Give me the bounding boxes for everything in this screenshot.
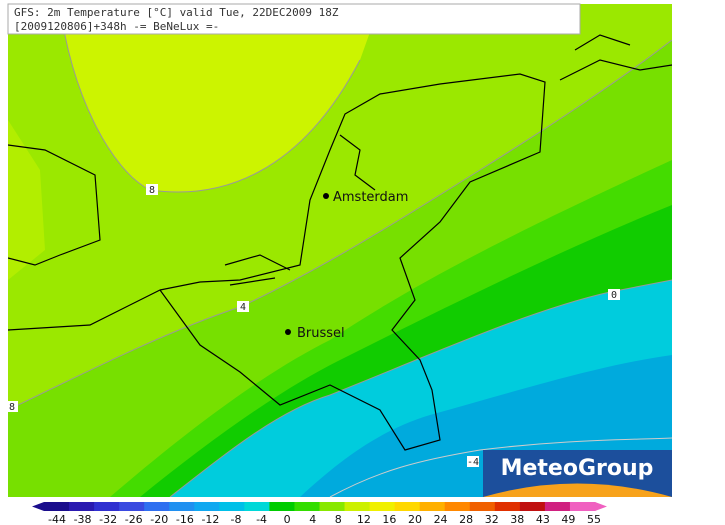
colorbar-tick-label: -38	[74, 513, 92, 525]
colorbar-tick-label: -12	[201, 513, 219, 525]
colorbar-segment	[94, 502, 120, 511]
map-field	[8, 4, 672, 497]
logo: MeteoGroup	[483, 450, 672, 497]
colorbar-tick-label: -16	[176, 513, 194, 525]
contour-line	[329, 437, 672, 497]
contour-label: 8	[149, 185, 155, 196]
colorbar-segment	[219, 502, 245, 511]
contour-label-box	[467, 456, 479, 467]
contour-line	[8, 39, 672, 411]
colorbar-segment	[69, 502, 95, 511]
colorbar-tick-label: 32	[485, 513, 499, 525]
waterway	[224, 134, 376, 286]
colorbar-segment	[444, 502, 471, 511]
colorbar-tick-label: 28	[459, 513, 473, 525]
city-label: Brussel	[297, 326, 345, 341]
contour-label-box	[608, 289, 620, 300]
colorbar-tick-label: 12	[357, 513, 371, 525]
title-box	[7, 3, 581, 35]
city-marker	[285, 329, 291, 335]
colorbar-segment	[144, 502, 170, 511]
city-label: Amsterdam	[333, 190, 408, 205]
colorbar-tick-label: -8	[231, 513, 242, 525]
logo-text: MeteoGroup	[501, 456, 654, 481]
colorbar-tick-label: 49	[561, 513, 575, 525]
country-border	[559, 34, 672, 81]
colorbar-tick-label: -44	[48, 513, 66, 525]
coastline	[8, 144, 101, 266]
colorbar-tick-label: -26	[125, 513, 143, 525]
colorbar-segment	[469, 502, 496, 511]
colorbar-segment	[169, 502, 195, 511]
colorbar-segment	[269, 502, 295, 511]
contour-label: -4	[467, 457, 479, 468]
colorbar-tick-label: -4	[256, 513, 267, 525]
colorbar-segment	[394, 502, 421, 511]
colorbar-segment	[119, 502, 145, 511]
contour-label: 0	[611, 290, 617, 301]
colorbar-segment	[244, 502, 270, 511]
logo-arc	[483, 483, 672, 497]
colorbar-segment	[194, 502, 220, 511]
contour-label: 4	[240, 302, 246, 313]
city-marker	[323, 193, 329, 199]
colorbar-tick-label: 43	[536, 513, 550, 525]
contour-labels: 8 4 0 -4 8	[6, 184, 620, 468]
colorbar-segment	[419, 502, 446, 511]
colorbar-segment	[569, 502, 596, 511]
band	[60, 4, 380, 193]
map-subtitle: [2009120806]+348h -= BeNeLux =-	[14, 20, 219, 33]
contour-line	[169, 279, 672, 497]
colorbar-segment	[319, 502, 346, 511]
colorbar-segment	[519, 502, 546, 511]
colorbar-tick-label: 8	[335, 513, 342, 525]
colorbar-segment	[544, 502, 571, 511]
colorbar-tick-label: -32	[99, 513, 117, 525]
colorbar-tick-label: -20	[150, 513, 168, 525]
colorbar: -44 -38 -32 -26 -20 -16 -12 -8 -4 0 4 8 12 16 20 24 28 32…	[32, 502, 607, 525]
colorbar-tick-label: 24	[434, 513, 448, 525]
contour-label: 8	[9, 402, 15, 413]
colorbar-segment	[294, 502, 320, 511]
colorbar-tick-label: 16	[382, 513, 396, 525]
country-border	[8, 73, 546, 451]
colorbar-tick-label: 38	[510, 513, 524, 525]
colorbar-segment	[494, 502, 521, 511]
contour-label-box	[146, 184, 158, 195]
band	[8, 120, 45, 280]
map-title: GFS: 2m Temperature [°C] valid Tue, 22DE…	[14, 6, 339, 19]
colorbar-tick-label: 20	[408, 513, 422, 525]
colorbar-segment	[344, 502, 371, 511]
contour-label-box	[6, 401, 18, 412]
colorbar-tick-label: 55	[587, 513, 601, 525]
colorbar-segment	[44, 502, 70, 511]
colorbar-end	[32, 502, 44, 511]
contour-label-box	[237, 301, 249, 312]
colorbar-end	[595, 502, 607, 511]
colorbar-tick-label: 0	[284, 513, 291, 525]
colorbar-segment	[369, 502, 396, 511]
colorbar-tick-label: 4	[309, 513, 316, 525]
